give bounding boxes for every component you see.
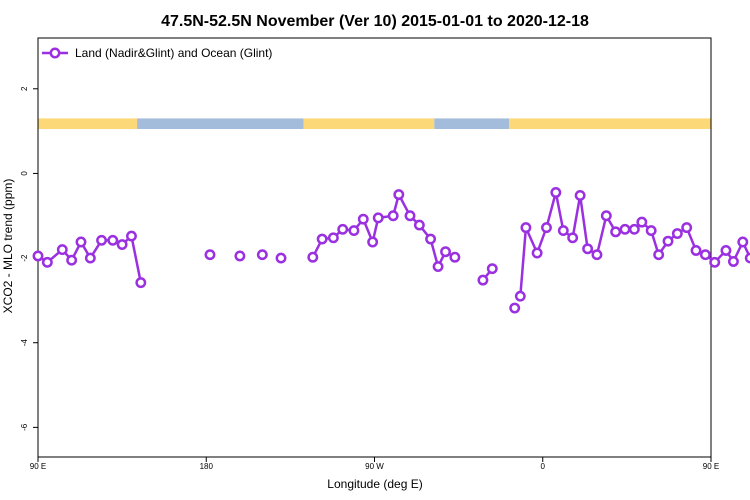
data-point [600,210,612,222]
legend-marker-icon [49,47,61,59]
data-point [645,225,657,237]
data-point [690,245,702,256]
data-point [699,249,711,261]
data-point [531,247,543,259]
x-tick-label: 90 E [703,462,719,471]
y-tick-label: -4 [20,339,29,347]
data-point [367,236,379,248]
data-point [636,216,648,228]
data-point [550,187,562,198]
y-tick-label: -2 [20,254,29,262]
data-point [582,243,594,255]
data-point [327,232,339,244]
data-point [709,256,721,268]
data-point [32,250,44,262]
y-tick-label: -6 [20,423,29,431]
data-point [744,252,750,264]
data-point [541,222,552,234]
data-point [372,212,384,224]
data-point [681,222,693,234]
data-point [126,230,137,242]
data-point [591,249,603,261]
data-point [404,210,416,222]
data-point [486,263,498,275]
data-point [413,219,425,231]
y-tick-label: 0 [20,171,29,176]
data-point [96,234,108,246]
data-point [204,249,216,261]
data-point [628,223,640,235]
land-band-segment [303,118,435,129]
data-point [75,236,87,248]
data-point [662,235,674,247]
data-point [307,251,319,263]
data-point [393,189,405,201]
y-tick-label: 2 [20,86,29,91]
axes: 90 E 180 90 W 0 90 E 2 0 -2 -4 -6 [20,37,719,471]
data-point [477,274,489,286]
data-point [449,251,461,263]
data-point [574,189,586,201]
data-point [116,239,128,250]
x-tick-label: 90 E [30,462,46,471]
plot-frame [37,37,712,458]
data-point [520,222,532,234]
x-tick-label: 0 [541,462,546,471]
data-point [440,246,451,258]
x-axis-label: Longitude (deg E) [327,477,422,491]
land-band-segment [509,118,711,129]
ocean-band-segment [137,118,304,129]
data-point [84,252,96,264]
data-point [275,252,287,264]
series-line [519,191,750,297]
data-point [653,249,665,261]
x-tick-label: 90 W [365,462,384,471]
data-point [720,245,732,256]
data-point [671,228,683,239]
data-point [348,225,360,237]
data-point [567,232,579,244]
data-point [727,256,739,267]
data-point [337,223,349,235]
data-point [432,261,444,272]
data-point [557,225,569,237]
data-point [619,223,631,235]
data-point [66,254,78,266]
data-point [737,236,749,248]
data-point [256,249,268,261]
series-line [311,193,456,268]
data-point [610,226,622,238]
data-point [41,256,53,268]
legend: Land (Nadir&Glint) and Ocean (Glint) [42,46,272,60]
surface-type-band [38,118,711,129]
x-tick-label: 180 [200,462,214,471]
chart-title: 47.5N-52.5N November (Ver 10) 2015-01-01… [161,13,589,30]
data-point [56,244,68,256]
land-band-segment [38,118,138,129]
data-point [509,302,521,314]
data-point [234,250,246,262]
ocean-band-segment [434,118,510,129]
data-point [107,234,119,246]
data-point [316,233,328,245]
data-point [387,210,399,222]
legend-label: Land (Nadir&Glint) and Ocean (Glint) [75,46,272,60]
y-axis-label: XCO2 - MLO trend (ppm) [1,179,15,314]
data-point [135,277,147,289]
data-series [32,187,750,314]
data-point [357,213,369,225]
data-point [425,233,437,245]
data-point [514,290,526,302]
